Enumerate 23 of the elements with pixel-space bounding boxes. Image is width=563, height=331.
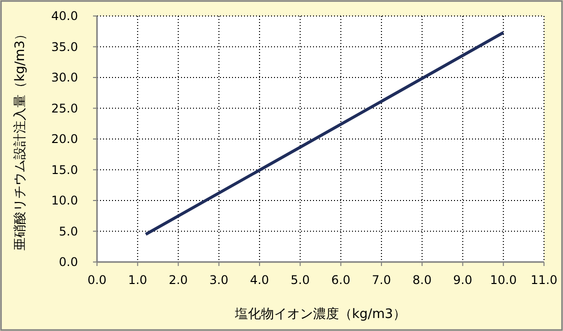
x-axis-title: 塩化物イオン濃度（kg/m3）	[234, 306, 406, 322]
y-tick-label: 30.0	[51, 70, 78, 84]
x-tick-label: 10.0	[490, 273, 517, 287]
x-tick-label: 0.0	[87, 273, 107, 287]
y-tick-label: 10.0	[51, 194, 78, 208]
y-tick-label: 40.0	[51, 9, 78, 23]
y-tick-label: 0.0	[58, 255, 78, 269]
y-tick-label: 15.0	[51, 162, 78, 177]
y-tick-label: 5.0	[58, 224, 78, 238]
x-tick-label: 11.0	[530, 273, 558, 287]
x-tick-label: 3.0	[209, 273, 228, 287]
y-axis-title: 亜硝酸リチウム設計注入量（kg/m3）	[13, 27, 28, 251]
y-tick-label: 25.0	[51, 101, 78, 116]
x-tick-label: 9.0	[453, 273, 472, 287]
x-tick-label: 2.0	[168, 273, 188, 287]
x-tick-label: 5.0	[290, 273, 310, 287]
x-tick-label: 6.0	[331, 273, 350, 287]
x-tick-label: 4.0	[250, 273, 270, 287]
y-tick-label: 35.0	[51, 40, 78, 54]
x-tick-label: 1.0	[128, 273, 148, 287]
x-tick-label: 8.0	[412, 273, 432, 287]
x-tick-label: 7.0	[372, 273, 391, 287]
y-tick-label: 20.0	[51, 132, 78, 146]
